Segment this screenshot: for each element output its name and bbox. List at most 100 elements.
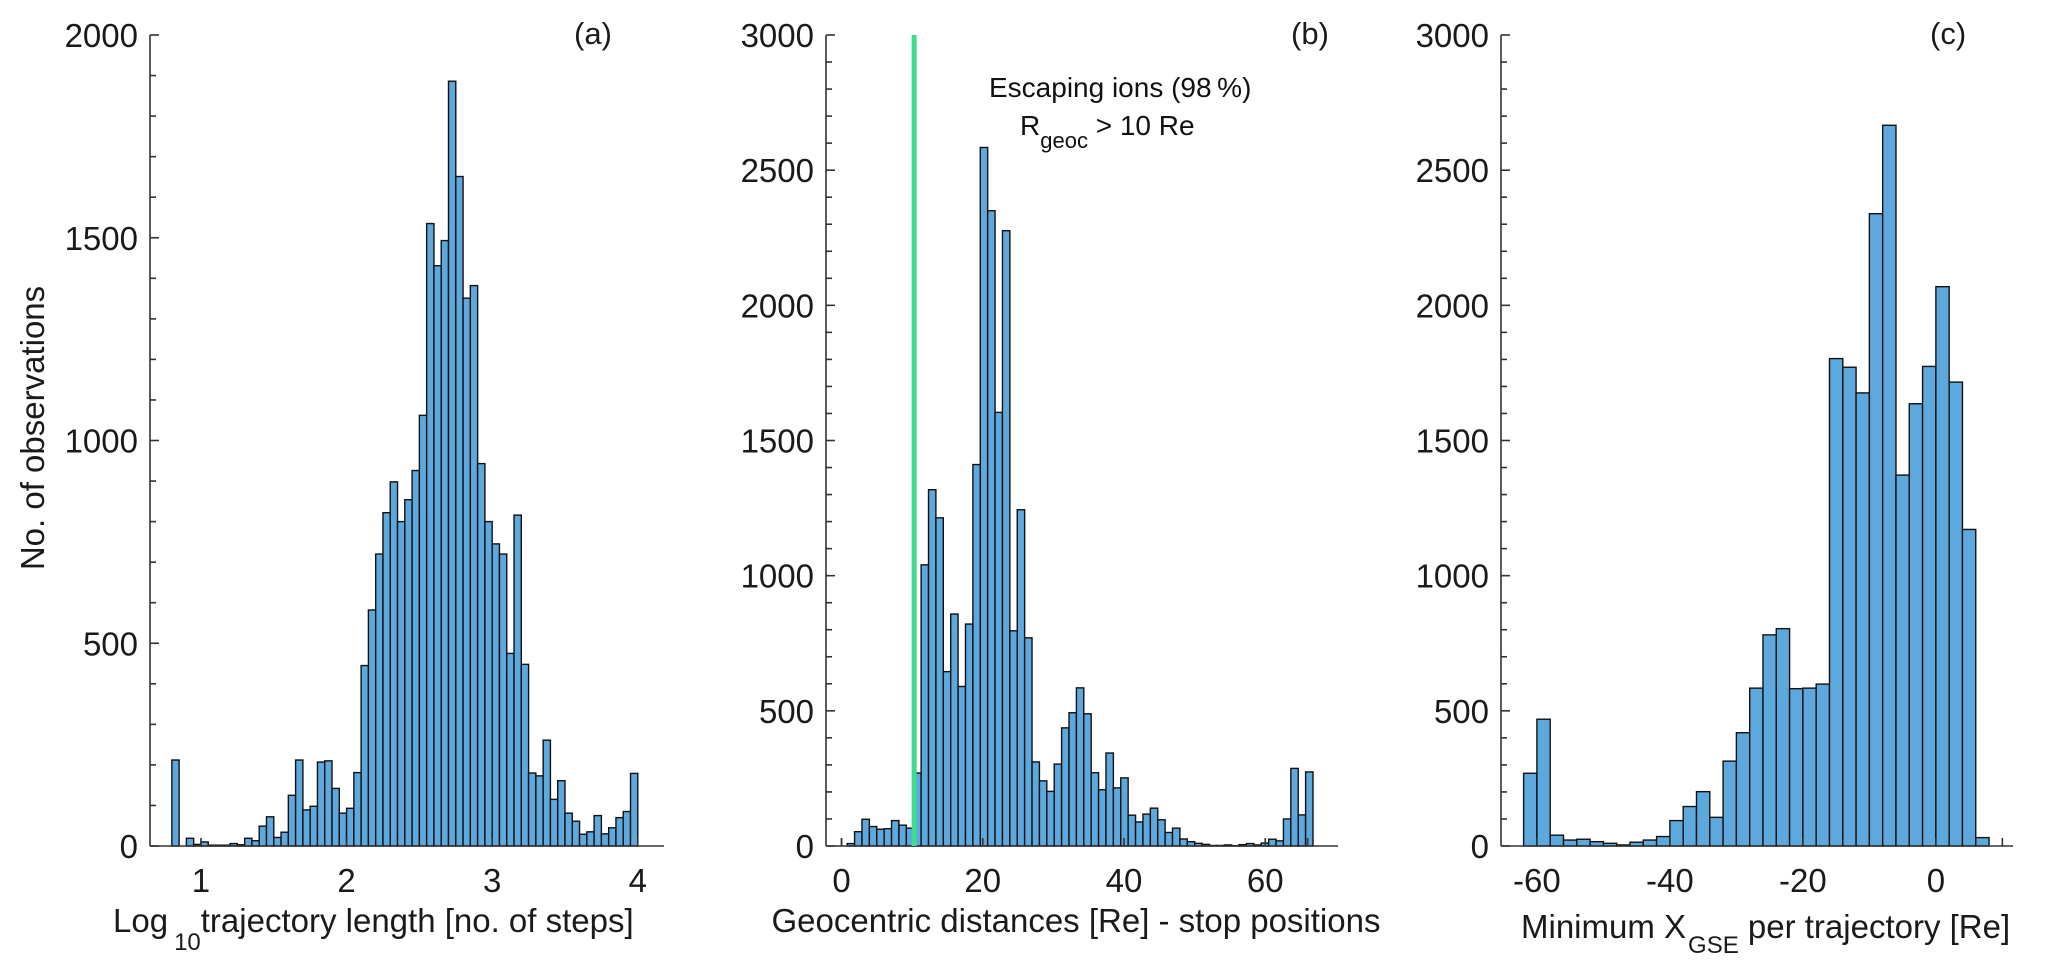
- histogram-bar: [861, 818, 871, 847]
- panel-a-ylabel: No. of observations: [14, 286, 51, 570]
- histogram-bar: [484, 520, 493, 847]
- histogram-bar: [171, 759, 180, 847]
- histogram-bar: [1881, 124, 1897, 847]
- panel-c-xlabel: Minimum XGSE per trajectory [Re]: [1521, 908, 2010, 959]
- panel-b-annotation-sub: geoc: [1040, 128, 1088, 153]
- histogram-bar: [1935, 285, 1950, 847]
- histogram-bar: [324, 760, 333, 847]
- histogram-bar: [1023, 637, 1033, 847]
- histogram-bar: [367, 609, 377, 847]
- panel-b-axes: 0 500 1000 1500 2000 2500 3000 0 20 40 60: [741, 17, 1338, 899]
- y-tick-label: 2500: [741, 152, 814, 189]
- panel-b-annotation-line2: Rgeoc > 10 Re: [1020, 110, 1195, 153]
- panel-c-histogram: 0 500 1000 1500 2000 2500 3000 -60 -40 -20 0 (c) M…: [1416, 16, 2013, 959]
- histogram-bar: [1775, 627, 1791, 847]
- y-tick-label: 2000: [741, 287, 814, 324]
- y-tick-label: 0: [120, 828, 138, 865]
- y-tick-label: 500: [83, 625, 138, 662]
- histogram-bar: [411, 469, 421, 847]
- histogram-bar: [1060, 727, 1070, 847]
- histogram-bar: [1016, 509, 1026, 847]
- histogram-bar: [1948, 381, 1964, 847]
- histogram-bar: [920, 564, 930, 847]
- histogram-bar: [1097, 789, 1107, 847]
- histogram-bar: [1105, 752, 1115, 847]
- panel-a-axes: 0 500 1000 1500 2000 1 2 3 4: [65, 17, 664, 899]
- histogram-bar: [185, 837, 195, 847]
- histogram-bar: [950, 613, 959, 847]
- histogram-bar: [586, 831, 595, 847]
- histogram-bar: [1127, 814, 1137, 847]
- histogram-bar: [418, 414, 428, 847]
- histogram-bar: [476, 462, 486, 847]
- histogram-bar: [1090, 772, 1100, 847]
- histogram-bar: [374, 553, 384, 847]
- histogram-bar: [520, 663, 530, 847]
- y-tick-label: 1500: [741, 423, 814, 460]
- histogram-bar: [615, 816, 624, 847]
- histogram-bar: [1075, 687, 1085, 847]
- histogram-bar: [972, 463, 981, 847]
- histogram-bar: [1975, 836, 1990, 847]
- histogram-bar: [964, 623, 974, 847]
- y-tick-label: 0: [796, 828, 814, 865]
- histogram-bar: [1549, 834, 1565, 847]
- histogram-bar: [1046, 790, 1055, 847]
- histogram-bar: [1655, 835, 1671, 847]
- x-tick-label: 40: [1106, 862, 1143, 899]
- histogram-bar: [265, 816, 275, 847]
- x-tick-label: 3: [483, 862, 501, 899]
- histogram-bar: [557, 780, 566, 847]
- histogram-bar: [607, 827, 617, 847]
- histogram-bar: [447, 80, 457, 847]
- histogram-bar: [1921, 365, 1937, 847]
- histogram-bar: [389, 481, 399, 847]
- histogram-bar: [396, 520, 406, 847]
- histogram-bar: [1895, 474, 1910, 847]
- panel-a-xlabel: Log10trajectory length [no. of steps]: [113, 902, 634, 956]
- histogram-bar: [549, 798, 559, 847]
- y-tick-label: 1500: [65, 220, 138, 257]
- histogram-bar: [853, 830, 863, 847]
- histogram-bar: [469, 284, 479, 847]
- panel-a-xlabel-main: Log: [113, 902, 168, 939]
- histogram-bar: [1562, 839, 1578, 847]
- y-tick-label: 2000: [65, 17, 138, 54]
- x-tick-label: 20: [964, 862, 1001, 899]
- histogram-bar: [1642, 839, 1658, 847]
- panel-c-xlabel-rest: per trajectory [Re]: [1739, 908, 2010, 945]
- panel-a-xlabel-sub: 10: [174, 929, 201, 956]
- panel-b-annotation-r: R: [1020, 110, 1040, 141]
- histogram-bar: [986, 210, 996, 847]
- histogram-bar: [629, 772, 639, 847]
- histogram-bar: [360, 664, 370, 847]
- y-tick-label: 500: [1434, 693, 1489, 730]
- panel-b-annotation-line1: Escaping ions (98 %): [989, 72, 1251, 103]
- histogram-bar: [942, 670, 952, 847]
- y-tick-label: 0: [1471, 828, 1489, 865]
- y-tick-label: 1000: [65, 423, 138, 460]
- panel-a-xlabel-rest: trajectory length [no. of steps]: [201, 902, 634, 939]
- histogram-bar: [1297, 814, 1307, 847]
- histogram-bar: [316, 761, 326, 847]
- histogram-bar: [491, 543, 501, 847]
- histogram-bar: [309, 805, 319, 847]
- histogram-bar: [1112, 787, 1122, 847]
- histogram-bar: [571, 820, 581, 847]
- histogram-bar: [294, 759, 304, 847]
- histogram-bar: [243, 837, 253, 847]
- histogram-bar: [868, 825, 878, 847]
- histogram-bar: [1961, 528, 1977, 847]
- histogram-bar: [258, 825, 268, 847]
- histogram-bar: [1802, 687, 1817, 847]
- panel-b-bars: [846, 146, 1314, 847]
- histogram-bar: [994, 411, 1004, 847]
- x-tick-label: 2: [337, 862, 355, 899]
- histogram-bar: [382, 511, 391, 847]
- histogram-bar: [935, 517, 944, 847]
- histogram-bar: [1709, 816, 1724, 847]
- histogram-bar: [1908, 403, 1924, 847]
- histogram-bar: [1001, 230, 1011, 847]
- histogram-bar: [338, 812, 348, 847]
- histogram-bar: [527, 772, 537, 847]
